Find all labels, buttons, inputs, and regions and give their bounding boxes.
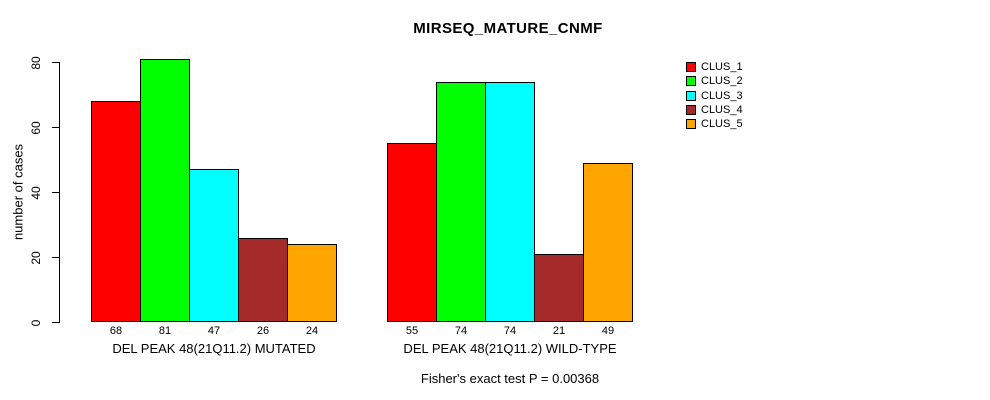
- legend-item: CLUS_1: [686, 60, 743, 74]
- bar-clus_1-group2: [387, 143, 437, 322]
- bar-clus_2-group2: [436, 81, 486, 322]
- legend-label: CLUS_1: [701, 61, 743, 74]
- bar-value-label: 74: [454, 325, 468, 337]
- legend-swatch: [686, 119, 696, 130]
- y-tick-label: 20: [29, 250, 43, 265]
- bar-value-label: 24: [305, 325, 319, 337]
- fisher-test-caption: Fisher's exact test P = 0.00368: [420, 371, 600, 386]
- legend-swatch: [686, 105, 696, 116]
- bar-clus_2-group1: [140, 58, 190, 322]
- bar-clus_4-group2: [534, 253, 584, 322]
- legend-label: CLUS_5: [701, 118, 743, 131]
- legend-swatch: [686, 62, 696, 73]
- bar-clus_5-group1: [287, 244, 337, 322]
- y-axis-tick: [52, 192, 59, 193]
- bar-value-label: 49: [601, 325, 615, 337]
- legend-swatch: [686, 90, 696, 101]
- legend-item: CLUS_4: [686, 103, 743, 117]
- bar-clus_1-group1: [91, 101, 141, 322]
- bar-clus_3-group1: [189, 169, 239, 322]
- legend-label: CLUS_4: [701, 104, 743, 117]
- legend-label: CLUS_2: [701, 75, 743, 88]
- bar-clus_3-group2: [485, 81, 535, 322]
- y-tick-label: 60: [29, 120, 43, 135]
- y-tick-label: 40: [29, 185, 43, 200]
- bar-value-label: 21: [552, 325, 566, 337]
- legend: CLUS_1 CLUS_2 CLUS_3 CLUS_4 CLUS_5: [686, 60, 743, 131]
- legend-label: CLUS_3: [701, 89, 743, 102]
- y-tick-label: 80: [29, 55, 43, 70]
- chart-title: MIRSEQ_MATURE_CNMF: [413, 20, 603, 37]
- bar-value-label: 81: [158, 325, 172, 337]
- bar-clus_4-group1: [238, 237, 288, 322]
- legend-swatch: [686, 76, 696, 87]
- legend-item: CLUS_2: [686, 74, 743, 88]
- y-axis-tick: [52, 127, 59, 128]
- bar-value-label: 55: [405, 325, 419, 337]
- bar-value-label: 47: [207, 325, 221, 337]
- y-axis-tick: [52, 322, 59, 323]
- bar-value-label: 68: [109, 325, 123, 337]
- y-axis-line: [59, 62, 60, 323]
- y-axis-tick: [52, 257, 59, 258]
- legend-item: CLUS_3: [686, 89, 743, 103]
- legend-item: CLUS_5: [686, 117, 743, 131]
- bar-clus_5-group2: [583, 162, 633, 322]
- y-axis-tick: [52, 62, 59, 63]
- group-label: DEL PEAK 48(21Q11.2) WILD-TYPE: [403, 341, 617, 356]
- bar-value-label: 26: [256, 325, 270, 337]
- y-tick-label: 0: [29, 319, 43, 326]
- bar-value-label: 74: [503, 325, 517, 337]
- group-label: DEL PEAK 48(21Q11.2) MUTATED: [112, 341, 316, 356]
